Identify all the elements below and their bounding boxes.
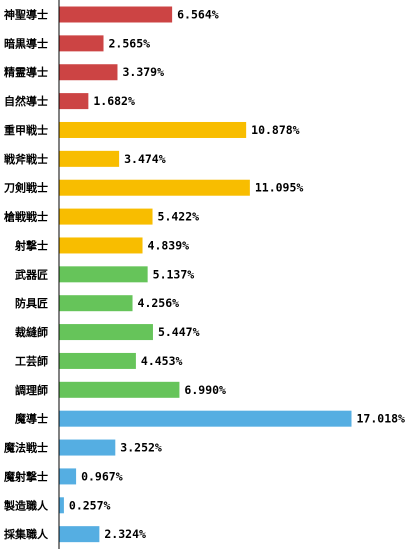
category-label: 調理師	[15, 383, 48, 397]
bar	[59, 352, 136, 369]
bar	[59, 6, 173, 23]
value-label: 6.564%	[177, 8, 219, 22]
category-label: 裁縫師	[15, 325, 48, 339]
value-label: 10.878%	[251, 123, 300, 137]
bar	[59, 468, 77, 485]
category-label: 槍戦戦士	[3, 210, 48, 224]
bar	[59, 497, 64, 514]
value-label: 3.474%	[124, 152, 166, 166]
bar	[59, 64, 118, 81]
category-label: 採集職人	[4, 527, 49, 541]
category-label: 魔射撃士	[4, 469, 48, 483]
category-label: 防具匠	[15, 296, 48, 310]
value-label: 4.453%	[141, 354, 183, 368]
value-label: 2.565%	[109, 36, 151, 50]
value-label: 0.257%	[69, 498, 111, 512]
bar	[59, 410, 352, 427]
value-label: 17.018%	[357, 412, 405, 426]
bar	[59, 35, 104, 52]
category-label: 武器匠	[15, 267, 48, 281]
value-label: 6.990%	[184, 383, 226, 397]
value-label: 3.379%	[122, 65, 164, 79]
bar	[59, 237, 143, 254]
value-label: 5.447%	[158, 325, 200, 339]
category-label: 戦斧戦士	[4, 152, 48, 166]
category-labels: 神聖導士暗黒導士精霊導士自然導士重甲戦士戦斧戦士刀剣戦士槍戦戦士射撃士武器匠防具…	[3, 8, 49, 542]
value-label: 0.967%	[81, 469, 123, 483]
value-label: 4.256%	[138, 296, 180, 310]
bar	[59, 526, 100, 543]
bar	[59, 324, 153, 341]
category-label: 製造職人	[3, 498, 49, 512]
value-label: 1.682%	[93, 94, 135, 108]
bar	[59, 381, 180, 398]
bar	[59, 93, 89, 110]
value-label: 5.137%	[153, 267, 195, 281]
value-label: 11.095%	[255, 181, 304, 195]
category-label: 刀剣戦士	[4, 181, 48, 195]
value-label: 2.324%	[104, 527, 146, 541]
bar	[59, 208, 153, 225]
value-labels: 6.564% 2.565% 3.379% 1.682% 10.878% 3.474% 11.…	[69, 8, 405, 542]
category-label: 精霊導士	[4, 65, 48, 79]
category-label: 暗黒導士	[4, 36, 48, 50]
bar	[59, 439, 116, 456]
value-label: 4.839%	[148, 238, 190, 252]
bar	[59, 179, 250, 196]
category-label: 工芸師	[15, 354, 48, 368]
bars	[59, 6, 352, 543]
bar	[59, 295, 133, 312]
value-label: 3.252%	[120, 441, 162, 455]
category-label: 射撃士	[14, 238, 48, 252]
category-label: 神聖導士	[4, 8, 48, 22]
bar	[59, 121, 247, 138]
value-label: 5.422%	[158, 210, 200, 224]
category-label: 魔法戦士	[4, 441, 48, 455]
category-label: 自然導士	[4, 94, 48, 108]
category-label: 魔導士	[15, 412, 48, 426]
bar	[59, 150, 120, 167]
category-label: 重甲戦士	[4, 123, 48, 137]
bar	[59, 266, 148, 283]
